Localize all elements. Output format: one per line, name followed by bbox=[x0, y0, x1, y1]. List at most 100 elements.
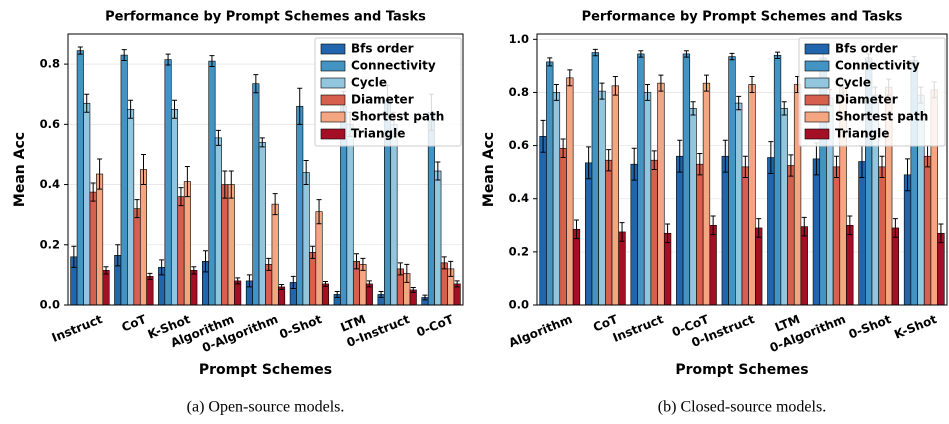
bar bbox=[846, 224, 854, 306]
error-bar bbox=[573, 219, 579, 240]
bar bbox=[309, 252, 317, 306]
bar bbox=[657, 82, 665, 306]
error-bar bbox=[184, 165, 190, 198]
bar bbox=[315, 211, 323, 306]
error-bar bbox=[847, 215, 853, 236]
y-tick-label: 0.4 bbox=[509, 191, 529, 205]
error-bar bbox=[775, 51, 781, 59]
error-bar bbox=[71, 245, 77, 268]
bar bbox=[76, 50, 84, 306]
legend-label: Triangle bbox=[835, 127, 889, 141]
y-tick-label: 1.0 bbox=[509, 32, 529, 46]
bar bbox=[741, 166, 749, 306]
legend-swatch bbox=[804, 94, 830, 106]
bar bbox=[83, 102, 91, 306]
legend-swatch bbox=[320, 111, 346, 123]
error-bar bbox=[631, 147, 637, 181]
bar bbox=[252, 83, 260, 306]
legend-swatch bbox=[320, 128, 346, 140]
error-bar bbox=[729, 52, 735, 61]
bar bbox=[258, 142, 266, 306]
error-bar bbox=[84, 93, 90, 113]
error-bar bbox=[272, 193, 278, 216]
error-bar bbox=[253, 74, 259, 94]
y-axis-label: Mean Acc bbox=[481, 132, 497, 207]
axes-frame bbox=[67, 33, 464, 306]
legend-swatch bbox=[320, 43, 346, 55]
bar bbox=[773, 54, 782, 306]
bar bbox=[812, 158, 821, 306]
bar bbox=[133, 208, 141, 306]
error-bar bbox=[410, 287, 416, 293]
legend-swatch bbox=[320, 94, 346, 106]
legend-label: Bfs order bbox=[835, 42, 898, 56]
error-bar bbox=[710, 215, 716, 236]
error-bar bbox=[259, 137, 265, 148]
y-tick-label: 0.0 bbox=[40, 298, 60, 312]
bar bbox=[735, 102, 743, 306]
legend-label: Shortest path bbox=[835, 110, 928, 124]
x-tick-label: 0-CoT bbox=[414, 312, 456, 340]
bar bbox=[663, 232, 672, 306]
error-bar bbox=[619, 222, 625, 242]
y-tick-label: 0.0 bbox=[509, 298, 529, 312]
bar bbox=[566, 77, 574, 306]
error-bar bbox=[191, 266, 197, 275]
bar bbox=[878, 166, 886, 306]
bar bbox=[630, 163, 638, 306]
error-bar bbox=[203, 250, 209, 273]
error-bar bbox=[703, 74, 709, 92]
y-tick-label: 0.6 bbox=[509, 138, 529, 152]
legend-swatch bbox=[804, 111, 830, 123]
legend-swatch bbox=[804, 77, 830, 89]
chart-title: Performance by Prompt Schemes and Tasks bbox=[105, 10, 426, 25]
legend-label: Connectivity bbox=[351, 59, 436, 73]
chart-title: Performance by Prompt Schemes and Tasks bbox=[582, 10, 903, 25]
bar bbox=[696, 163, 704, 306]
legend: Bfs order Connectivity Cycle Diameter Shorte… bbox=[314, 37, 462, 147]
error-bar bbox=[316, 199, 322, 225]
error-bar bbox=[690, 101, 696, 116]
error-bar bbox=[801, 216, 807, 237]
legend-label: Cycle bbox=[351, 76, 387, 90]
error-bar bbox=[115, 244, 121, 267]
error-bar bbox=[360, 257, 366, 271]
error-bar bbox=[235, 277, 241, 285]
error-bar bbox=[134, 199, 140, 219]
bar bbox=[89, 191, 97, 306]
bar bbox=[682, 53, 691, 306]
error-bar bbox=[645, 83, 651, 101]
error-bar bbox=[905, 158, 911, 192]
error-bar bbox=[683, 50, 689, 58]
bar bbox=[767, 157, 775, 306]
error-bar bbox=[638, 50, 644, 58]
error-bar bbox=[297, 87, 303, 125]
y-axis-label: Mean Acc bbox=[12, 132, 28, 207]
error-bar bbox=[606, 149, 612, 172]
legend-swatch bbox=[320, 77, 346, 89]
error-bar bbox=[397, 262, 403, 276]
error-bar bbox=[290, 275, 296, 289]
error-bar bbox=[97, 158, 103, 190]
bar bbox=[937, 232, 945, 306]
error-bar bbox=[279, 284, 285, 290]
bar bbox=[559, 147, 567, 306]
legend-box bbox=[798, 37, 946, 147]
error-bar bbox=[540, 119, 546, 153]
bar bbox=[748, 84, 756, 306]
legend-label: Shortest path bbox=[351, 110, 444, 124]
bar bbox=[120, 54, 128, 306]
error-bar bbox=[147, 272, 153, 280]
y-tick-label: 0.4 bbox=[40, 177, 60, 191]
error-bar bbox=[266, 257, 272, 271]
bar bbox=[539, 135, 547, 306]
bar bbox=[721, 155, 729, 306]
axes-frame bbox=[536, 33, 948, 306]
bar bbox=[177, 196, 185, 306]
y-tick-label: 0.6 bbox=[40, 117, 60, 131]
error-bar bbox=[228, 170, 234, 199]
error-bar bbox=[441, 256, 447, 270]
error-bar bbox=[222, 170, 228, 199]
error-bar bbox=[736, 95, 742, 111]
